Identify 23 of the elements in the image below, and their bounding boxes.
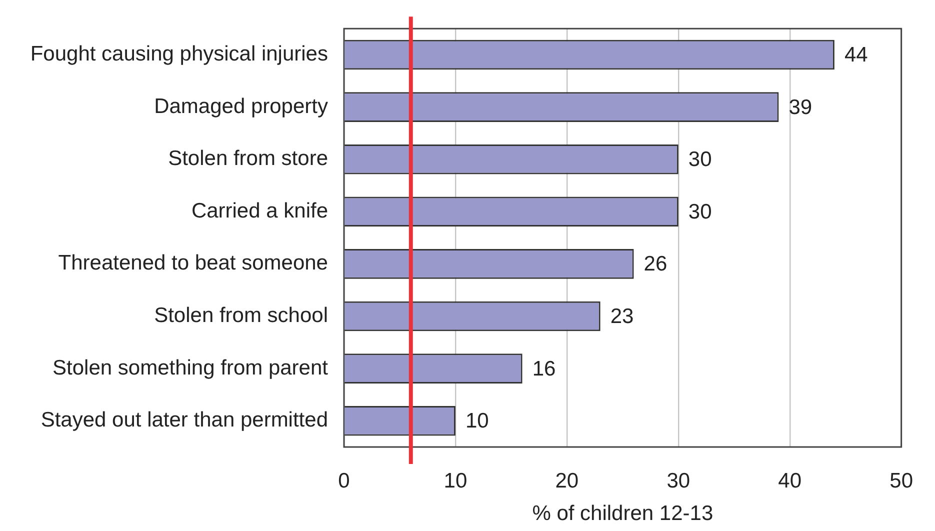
x-tick-label: 40	[778, 469, 802, 492]
y-tick-label: Fought causing physical injuries	[30, 42, 328, 66]
x-tick-label: 50	[890, 469, 913, 492]
data-label: 44	[844, 44, 868, 67]
y-tick-label: Stayed out later than permitted	[40, 408, 328, 432]
data-label: 30	[688, 148, 712, 172]
data-label: 16	[532, 357, 556, 380]
y-tick-label: Damaged property	[154, 94, 328, 118]
data-label: 26	[644, 252, 668, 276]
y-tick-label: Stolen from school	[154, 304, 328, 328]
y-tick-label: Stolen from store	[168, 147, 328, 170]
y-tick-label: Carried a knife	[191, 199, 328, 222]
x-tick-label: 20	[555, 469, 579, 492]
data-label: 30	[688, 200, 712, 224]
y-tick-label: Stolen something from parent	[52, 356, 328, 380]
data-label: 39	[788, 96, 812, 119]
x-axis-title: % of children 12-13	[532, 502, 714, 526]
data-label: 10	[465, 410, 489, 433]
y-tick-label: Threatened to beat someone	[58, 252, 328, 275]
x-tick-label: 0	[338, 469, 350, 492]
x-tick-label: 30	[666, 469, 690, 492]
x-tick-label: 10	[444, 469, 468, 492]
data-label: 23	[610, 305, 634, 328]
